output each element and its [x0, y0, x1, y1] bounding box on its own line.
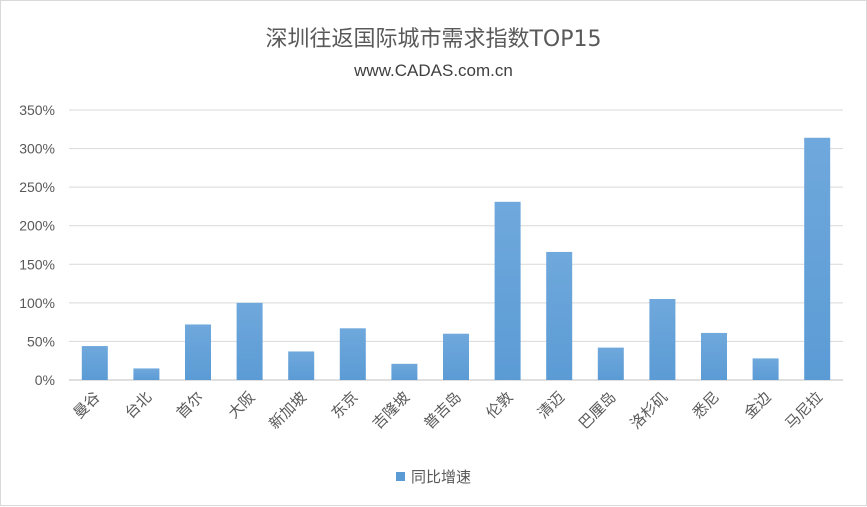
bar [391, 363, 418, 380]
x-tick-label: 台北 [121, 388, 155, 422]
y-tick-label: 200% [19, 218, 55, 234]
y-tick-label: 50% [27, 333, 55, 349]
x-tick-label: 洛杉矶 [627, 388, 672, 433]
bar [494, 201, 521, 380]
chart-subtitle: www.CADAS.com.cn [354, 61, 513, 80]
x-tick-label: 曼谷 [70, 388, 104, 422]
legend-label: 同比增速 [410, 468, 471, 486]
x-tick-label: 新加坡 [265, 388, 310, 433]
x-tick-label: 悉尼 [689, 388, 723, 422]
bar [443, 333, 469, 380]
bar [752, 358, 779, 380]
y-tick-label: 150% [19, 256, 55, 272]
x-tick-label: 金边 [740, 388, 774, 422]
bar [339, 328, 366, 380]
x-tick-label: 马尼拉 [781, 388, 826, 433]
y-tick-label: 100% [19, 295, 55, 311]
bar [288, 351, 315, 380]
x-tick-label: 首尔 [173, 388, 207, 422]
bar [597, 347, 624, 380]
legend-swatch [395, 472, 405, 481]
legend: 同比增速 [1, 466, 866, 487]
bar [81, 346, 108, 380]
y-tick-label: 350% [19, 102, 55, 118]
x-tick-label: 清迈 [534, 388, 568, 422]
bar [185, 324, 211, 380]
x-tick-label: 东京 [328, 388, 362, 422]
y-tick-label: 250% [19, 179, 55, 195]
x-tick-label: 吉隆坡 [369, 388, 414, 433]
bar [546, 251, 573, 380]
chart-title: 深圳往返国际城市需求指数TOP15 [265, 27, 602, 52]
bar [133, 368, 160, 380]
x-tick-label: 巴厘岛 [575, 388, 620, 433]
bar [701, 332, 727, 380]
bar [804, 137, 831, 380]
y-tick-label: 0% [35, 372, 55, 388]
x-tick-label: 大阪 [224, 388, 258, 422]
y-tick-label: 300% [19, 141, 55, 157]
bar [236, 302, 263, 380]
x-tick-label: 普吉岛 [420, 388, 465, 433]
bar [649, 299, 676, 380]
x-tick-label: 伦敦 [482, 388, 516, 422]
